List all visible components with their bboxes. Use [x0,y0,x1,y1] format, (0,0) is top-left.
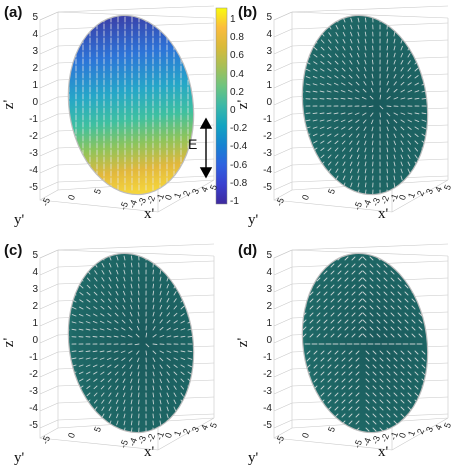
y-axis-label: y' [248,212,259,228]
colorbar-tick-label: -0.4 [230,141,248,153]
panel-label: (c) [4,242,23,259]
z-axis-label: z' [235,99,252,110]
panel-label: (b) [238,4,258,21]
z-tick-label: -5 [29,420,38,431]
x-axis-label: x' [378,444,389,460]
panel-a-plot [39,5,228,213]
sphere-rim [301,14,429,196]
colorbar-tick-label: 0.8 [230,32,244,44]
panel-a: (a) 5 4 3 2 1 0 -1 -2 -3 -4 -5 z' -5 -4 -3 -2 -1 0 1 2 3 4 5 x' -… [0,0,247,237]
z-tick-label: 3 [32,46,38,57]
z-tick-label: -2 [263,131,272,142]
z-tick-label: 5 [32,12,38,23]
sphere [68,15,194,195]
z-tick-label: -1 [263,352,272,363]
field-arrow [199,117,213,179]
z-tick-label: -4 [29,403,38,414]
x-axis-label: x' [144,206,155,222]
z-tick-label: 2 [32,301,38,312]
panel-d-plot [273,243,449,451]
z-tick-label: 1 [266,80,272,91]
z-tick-label: 4 [266,29,272,40]
z-tick-label: 4 [32,29,38,40]
panel-c-plot [39,243,215,451]
z-tick-label: 2 [32,63,38,74]
z-tick-label: -5 [263,420,272,431]
z-tick-label: 3 [266,284,272,295]
z-tick-label: 0 [266,335,272,346]
colorbar-tick-label: 0.2 [230,86,244,98]
sphere-rim [67,14,195,196]
z-tick-label: -5 [263,182,272,193]
sphere [302,253,428,433]
z-tick-label: 4 [32,267,38,278]
z-tick-label: 2 [266,63,272,74]
z-tick-label: -3 [29,386,38,397]
z-tick-label: -2 [29,369,38,380]
z-tick-label: 5 [32,250,38,261]
colorbar-tick-label: 0.4 [230,68,244,80]
z-tick-label: 3 [32,284,38,295]
colorbar-tick-label: -1 [230,196,239,207]
z-tick-label: 1 [266,318,272,329]
colorbar-tick-label: 1 [230,14,236,25]
colorbar-tick-label: -0.8 [230,177,248,189]
colorbar [215,7,228,205]
x-axis-label: x' [144,444,155,460]
z-tick-label: 5 [266,12,272,23]
z-axis-label: z' [1,99,18,110]
z-axis-label: z' [235,337,252,348]
colorbar-tick-label: 0.6 [230,50,244,62]
y-axis-label: y' [14,450,25,466]
y-axis-label: y' [248,450,259,466]
sphere-rim [301,252,429,434]
panel-d: (d) 5 4 3 2 1 0 -1 -2 -3 -4 -5 z' -5 -4 -3 -2 -1 0 1 2 3 4 5 x' -… [234,238,468,475]
z-tick-label: 5 [266,250,272,261]
z-tick-label: -1 [29,352,38,363]
z-tick-label: -1 [263,114,272,125]
z-tick-label: -4 [263,165,272,176]
z-tick-label: -5 [29,182,38,193]
z-tick-label: -1 [29,114,38,125]
z-axis-label: z' [1,337,18,348]
colorbar-tick-label: -0.6 [230,159,248,171]
sphere [68,253,194,433]
z-tick-label: -3 [263,386,272,397]
panel-b: (b) 5 4 3 2 1 0 -1 -2 -3 -4 -5 z' -5 -4 -3 -2 -1 0 1 2 3 4 5 x' -… [234,0,468,237]
y-axis-label: y' [14,212,25,228]
z-tick-label: 3 [266,46,272,57]
z-tick-label: 1 [32,80,38,91]
panel-b-plot [273,5,449,213]
colorbar-tick-label: -0.2 [230,123,248,135]
sphere [302,15,428,195]
z-tick-label: 0 [32,335,38,346]
x-axis-label: x' [378,206,389,222]
z-tick-label: -4 [263,403,272,414]
z-tick-label: -3 [263,148,272,159]
z-tick-label: -4 [29,165,38,176]
z-tick-label: 0 [32,97,38,108]
z-tick-label: 4 [266,267,272,278]
sphere-rim [67,252,195,434]
panel-label: (a) [4,4,23,21]
field-label: E [188,136,198,152]
z-tick-label: 1 [32,318,38,329]
panel-c: (c) 5 4 3 2 1 0 -1 -2 -3 -4 -5 z' -5 -4 -3 -2 -1 0 1 2 3 4 5 x' -… [0,238,234,475]
z-tick-label: 2 [266,301,272,312]
colorbar-tick-label: 0 [230,105,236,116]
z-tick-label: 0 [266,97,272,108]
z-tick-label: -2 [263,369,272,380]
z-tick-label: -3 [29,148,38,159]
z-tick-label: -2 [29,131,38,142]
panel-label: (d) [238,242,258,259]
